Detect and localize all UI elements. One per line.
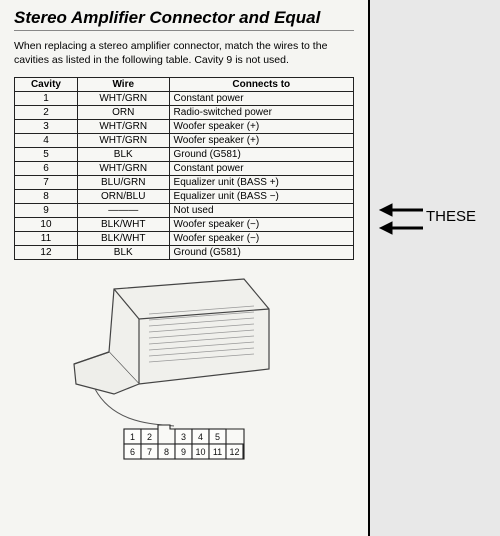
cell-connects: Equalizer unit (BASS −) [169,190,353,204]
svg-text:1: 1 [130,432,135,442]
svg-text:12: 12 [229,447,239,457]
cell-connects: Constant power [169,92,353,106]
svg-text:11: 11 [213,447,222,457]
cell-wire: ORN [77,106,169,120]
cell-wire: BLK/WHT [77,218,169,232]
cell-connects: Woofer speaker (−) [169,232,353,246]
arrow-icon [378,198,428,248]
cell-connects: Radio-switched power [169,106,353,120]
svg-text:2: 2 [147,432,152,442]
cell-wire: WHT/GRN [77,92,169,106]
cell-cavity: 3 [15,120,78,134]
cell-cavity: 1 [15,92,78,106]
table-row: 2ORNRadio-switched power [15,106,354,120]
cell-wire: BLU/GRN [77,176,169,190]
cell-connects: Woofer speaker (−) [169,218,353,232]
cell-connects: Constant power [169,162,353,176]
cell-cavity: 9 [15,204,78,218]
svg-text:8: 8 [164,447,169,457]
svg-text:7: 7 [147,447,152,457]
table-row: 7BLU/GRNEqualizer unit (BASS +) [15,176,354,190]
col-wire: Wire [77,78,169,92]
cell-wire: BLK [77,246,169,260]
cell-wire: BLK [77,148,169,162]
cell-cavity: 8 [15,190,78,204]
cell-wire: ——— [77,204,169,218]
annotation-label: THESE [426,208,476,225]
cell-wire: WHT/GRN [77,120,169,134]
table-row: 9———Not used [15,204,354,218]
table-row: 4WHT/GRNWoofer speaker (+) [15,134,354,148]
connector-diagram: 123456789101112 [54,274,314,484]
wiring-table: Cavity Wire Connects to 1WHT/GRNConstant… [14,77,354,260]
col-cavity: Cavity [15,78,78,92]
col-connects: Connects to [169,78,353,92]
cell-wire: BLK/WHT [77,232,169,246]
cell-wire: WHT/GRN [77,134,169,148]
cell-cavity: 7 [15,176,78,190]
table-row: 6WHT/GRNConstant power [15,162,354,176]
annotation: THESE [378,198,498,248]
cell-wire: ORN/BLU [77,190,169,204]
svg-text:5: 5 [215,432,220,442]
cell-cavity: 12 [15,246,78,260]
svg-text:3: 3 [181,432,186,442]
table-header-row: Cavity Wire Connects to [15,78,354,92]
table-row: 1WHT/GRNConstant power [15,92,354,106]
svg-text:4: 4 [198,432,203,442]
cell-cavity: 11 [15,232,78,246]
cell-cavity: 4 [15,134,78,148]
svg-text:6: 6 [130,447,135,457]
table-row: 10BLK/WHTWoofer speaker (−) [15,218,354,232]
table-row: 5BLKGround (G581) [15,148,354,162]
cell-connects: Not used [169,204,353,218]
cell-connects: Equalizer unit (BASS +) [169,176,353,190]
cell-cavity: 2 [15,106,78,120]
table-row: 3WHT/GRNWoofer speaker (+) [15,120,354,134]
svg-text:9: 9 [181,447,186,457]
page-title: Stereo Amplifier Connector and Equal [14,8,354,31]
cell-cavity: 6 [15,162,78,176]
cell-connects: Ground (G581) [169,148,353,162]
cell-cavity: 5 [15,148,78,162]
cell-connects: Woofer speaker (+) [169,120,353,134]
document-page: Stereo Amplifier Connector and Equal Whe… [0,0,370,536]
intro-paragraph: When replacing a stereo amplifier connec… [14,39,354,67]
cell-cavity: 10 [15,218,78,232]
cell-connects: Ground (G581) [169,246,353,260]
table-row: 8ORN/BLUEqualizer unit (BASS −) [15,190,354,204]
table-row: 11BLK/WHTWoofer speaker (−) [15,232,354,246]
cell-wire: WHT/GRN [77,162,169,176]
svg-text:10: 10 [195,447,205,457]
cell-connects: Woofer speaker (+) [169,134,353,148]
table-row: 12BLKGround (G581) [15,246,354,260]
